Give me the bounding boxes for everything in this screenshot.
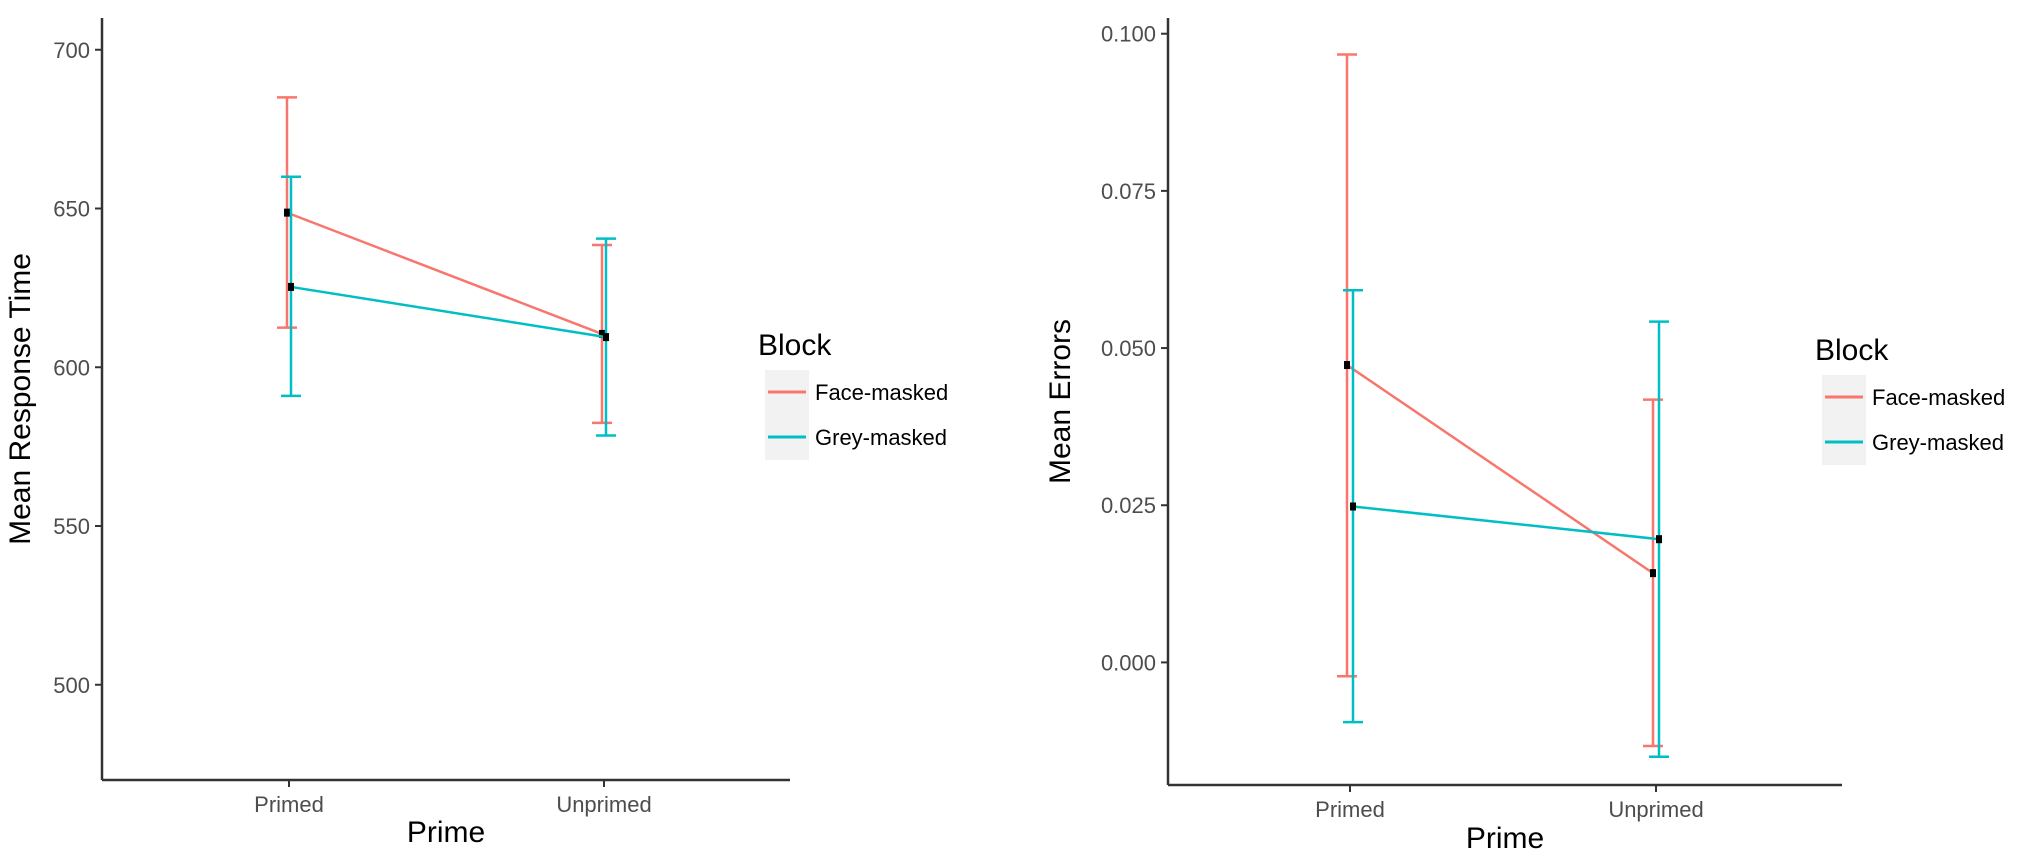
legend-title: Block [1815,334,1889,367]
series-line [1346,364,1654,575]
legend-key-background [765,370,809,460]
x-tick-label: Primed [254,792,324,817]
y-tick-label: 500 [53,673,90,698]
data-point [1350,502,1356,511]
chart-response-time: 500 550 600 650 700 Primed Unprimed Prime Mean R… [4,18,948,849]
data-point [1656,535,1662,544]
data-point [288,282,294,291]
legend-item-label: Face-masked [1872,385,2005,410]
y-tick-label: 650 [53,197,90,222]
legend-item-label: Grey-masked [1872,430,2004,455]
legend-item-label: Face-masked [815,380,948,405]
x-tick-label: Unprimed [1608,797,1703,822]
y-tick-label: 600 [53,355,90,380]
x-tick-label: Unprimed [556,792,651,817]
series-line [286,211,603,336]
data-point [1650,569,1656,578]
x-axis-title: Prime [407,816,485,849]
data-point [603,333,609,342]
legend-key-background [1822,375,1866,465]
y-tick-label: 0.025 [1101,493,1156,518]
y-tick-label: 0.075 [1101,179,1156,204]
series-line [1352,505,1660,541]
y-axis-title: Mean Response Time [4,253,37,545]
y-tick-label: 0.100 [1101,22,1156,47]
data-point [1344,361,1350,370]
series-line [290,285,607,339]
y-tick-label: 0.000 [1101,650,1156,675]
x-axis-title: Prime [1466,822,1544,850]
y-axis-title: Mean Errors [1044,319,1077,484]
y-tick-label: 700 [53,38,90,63]
x-tick-label: Primed [1315,797,1385,822]
y-tick-label: 0.050 [1101,336,1156,361]
data-point [284,208,290,217]
y-tick-label: 550 [53,514,90,539]
chart-mean-errors: 0.000 0.025 0.050 0.075 0.100 Primed Unprimed P… [1044,18,2005,850]
legend-item-label: Grey-masked [815,425,947,450]
data-point [599,329,605,338]
legend-title: Block [758,329,832,362]
